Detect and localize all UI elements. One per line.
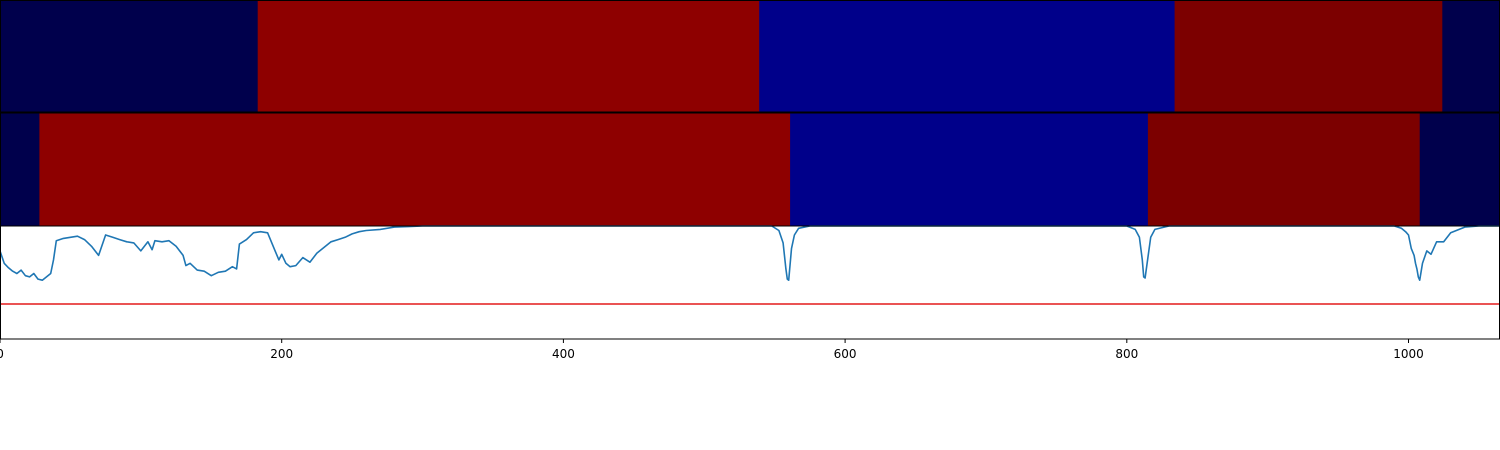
x-tick-label: 800 (1115, 347, 1138, 361)
x-tick-label: 1000 (1393, 347, 1424, 361)
segment-1-5 (1442, 0, 1500, 112)
x-axis: 0 200 400 600 800 1000 (0, 339, 1424, 361)
segment-2-1 (0, 113, 40, 226)
segment-2-2 (39, 113, 791, 226)
x-tick-label: 600 (834, 347, 857, 361)
segment-1-4 (1174, 0, 1443, 112)
score-line-panel (0, 225, 1500, 339)
segment-1-1 (0, 0, 259, 112)
segment-2-5 (1419, 113, 1500, 226)
x-tick-label: 400 (552, 347, 575, 361)
segment-2-4 (1147, 113, 1421, 226)
segment-1-2 (257, 0, 760, 112)
segmentation-panel-2 (0, 113, 1500, 226)
line-plot-area (0, 226, 1500, 339)
segment-2-3 (790, 113, 1149, 226)
x-tick-label: 0 (0, 347, 4, 361)
segmentation-panel-1 (0, 0, 1500, 112)
x-tick-label: 200 (270, 347, 293, 361)
segment-1-3 (759, 0, 1176, 112)
